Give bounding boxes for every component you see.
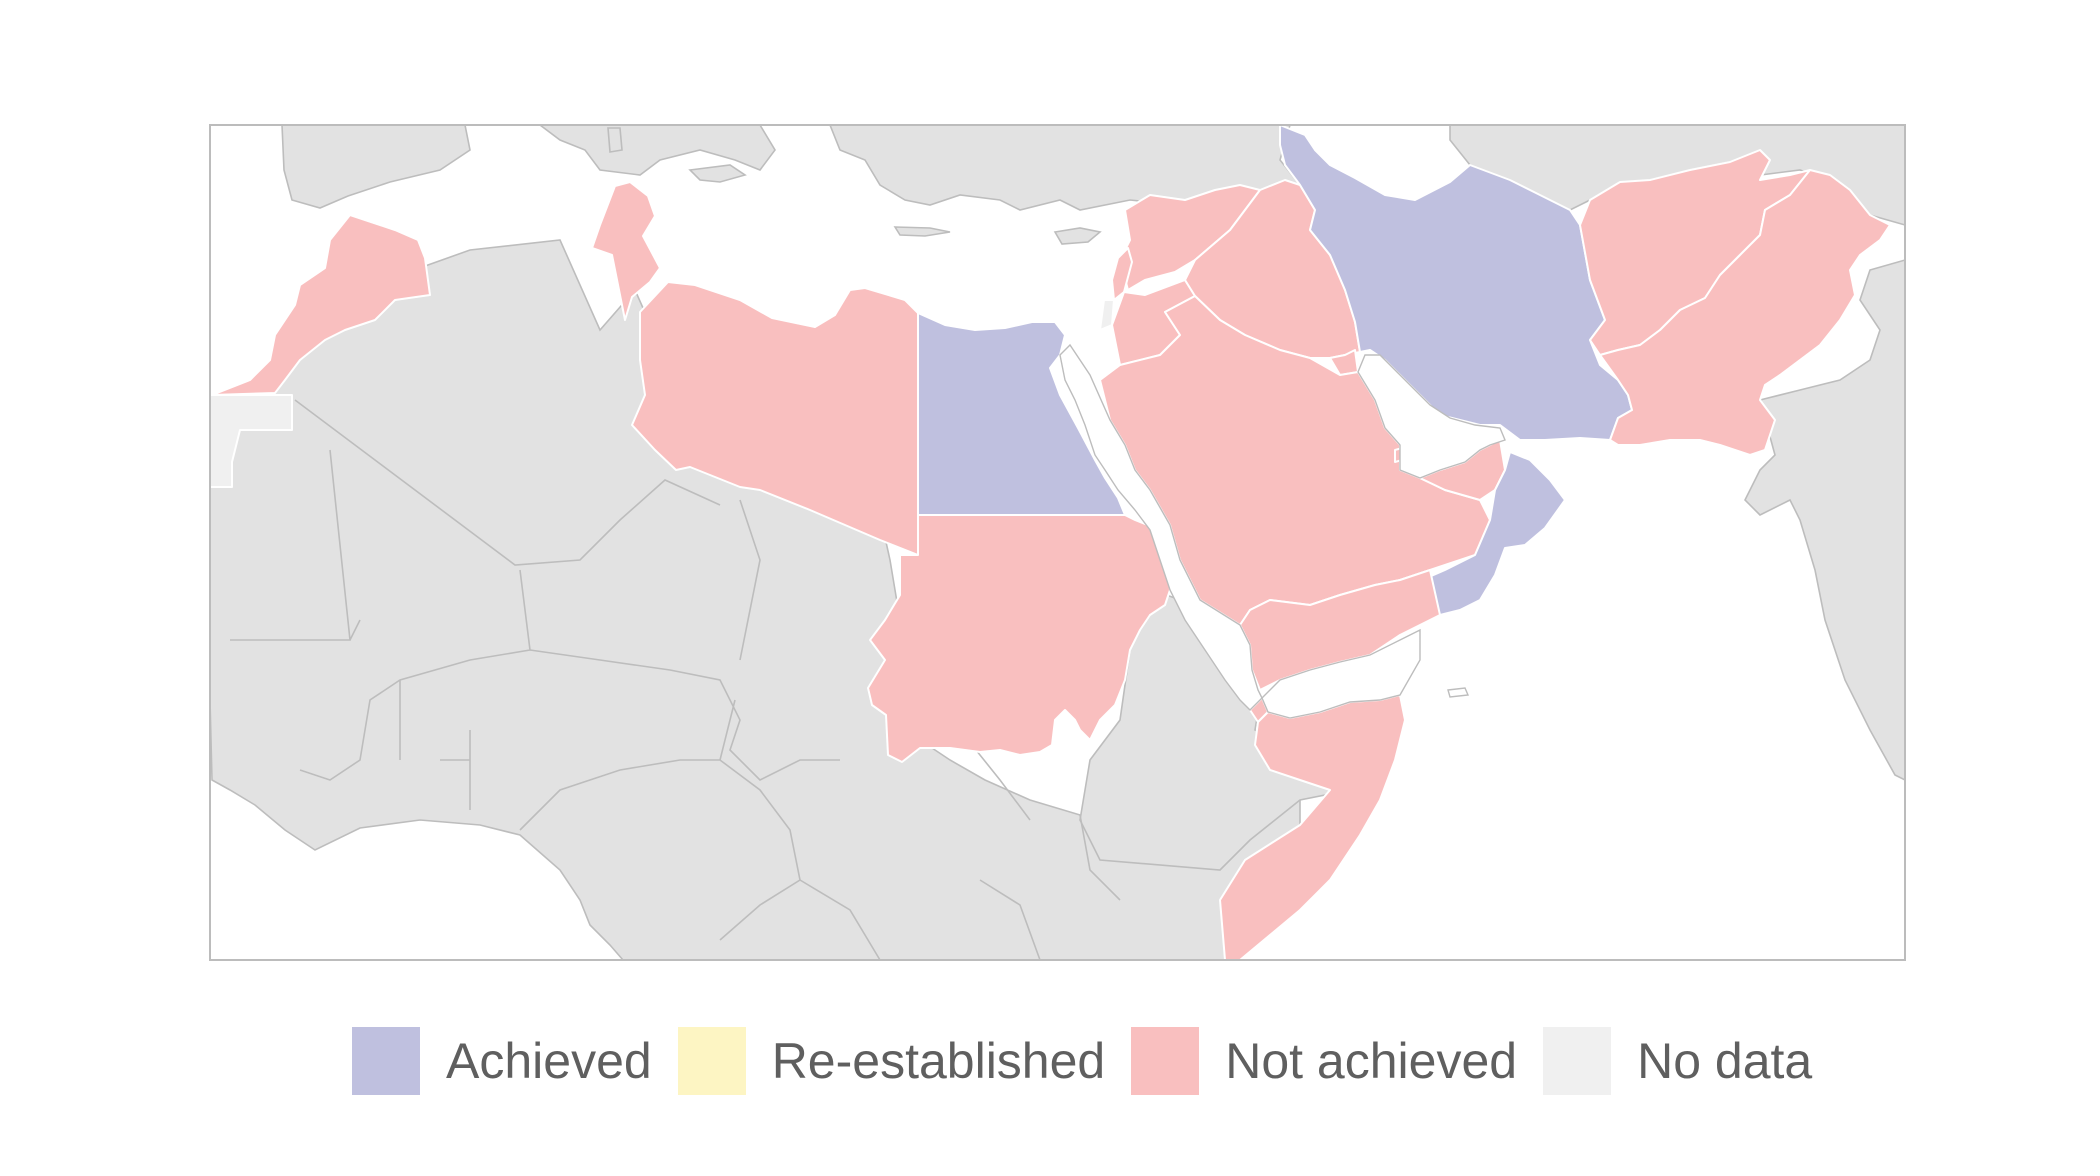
legend-swatch-no-data [1543, 1027, 1612, 1095]
legend-label-reestablished: Re-established [771, 1033, 1106, 1089]
country-yemen [1239, 569, 1441, 691]
country-morocco [211, 214, 431, 396]
country-kuwait [1329, 349, 1359, 376]
legend-swatch-achieved [352, 1027, 420, 1095]
country-tunisia [591, 181, 661, 321]
africa-borders [230, 399, 1121, 961]
land-sardinia [607, 127, 623, 153]
legend-label-no-data: No data [1637, 1033, 1813, 1089]
land-iberia [281, 124, 471, 209]
land-india [1744, 258, 1906, 782]
highlighted-countries [209, 124, 1891, 961]
red-sea [1059, 343, 1263, 711]
legend-label-not-achieved: Not achieved [1225, 1033, 1518, 1089]
legend-item-not-achieved: Not achieved [1131, 1027, 1517, 1095]
country-sudan [867, 514, 1171, 763]
map-frame [209, 124, 1906, 961]
land-crete [893, 226, 951, 237]
legend-item-no-data: No data [1543, 1027, 1812, 1095]
persian-gulf [1357, 354, 1506, 479]
country-pakistan [1599, 169, 1891, 456]
legend-swatch-not-achieved [1131, 1027, 1200, 1095]
land-sicily [688, 164, 747, 183]
legend-swatch-reestablished [677, 1027, 746, 1095]
country-egypt [917, 312, 1126, 516]
land-cyprus [1053, 227, 1102, 245]
country-oman [1421, 451, 1566, 616]
legend-item-achieved: Achieved [352, 1027, 652, 1095]
water [1059, 343, 1506, 719]
background-land [209, 124, 1906, 961]
legend: Achieved Re-established Not achieved No … [352, 1026, 1838, 1096]
legend-label-achieved: Achieved [446, 1033, 652, 1089]
gulf-of-aden [1261, 628, 1421, 719]
land-italy-balkans [537, 124, 776, 176]
island-socotra [1447, 687, 1470, 698]
legend-item-reestablished: Re-established [677, 1027, 1106, 1095]
